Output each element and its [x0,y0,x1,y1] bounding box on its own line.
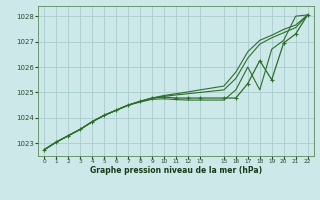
X-axis label: Graphe pression niveau de la mer (hPa): Graphe pression niveau de la mer (hPa) [90,166,262,175]
